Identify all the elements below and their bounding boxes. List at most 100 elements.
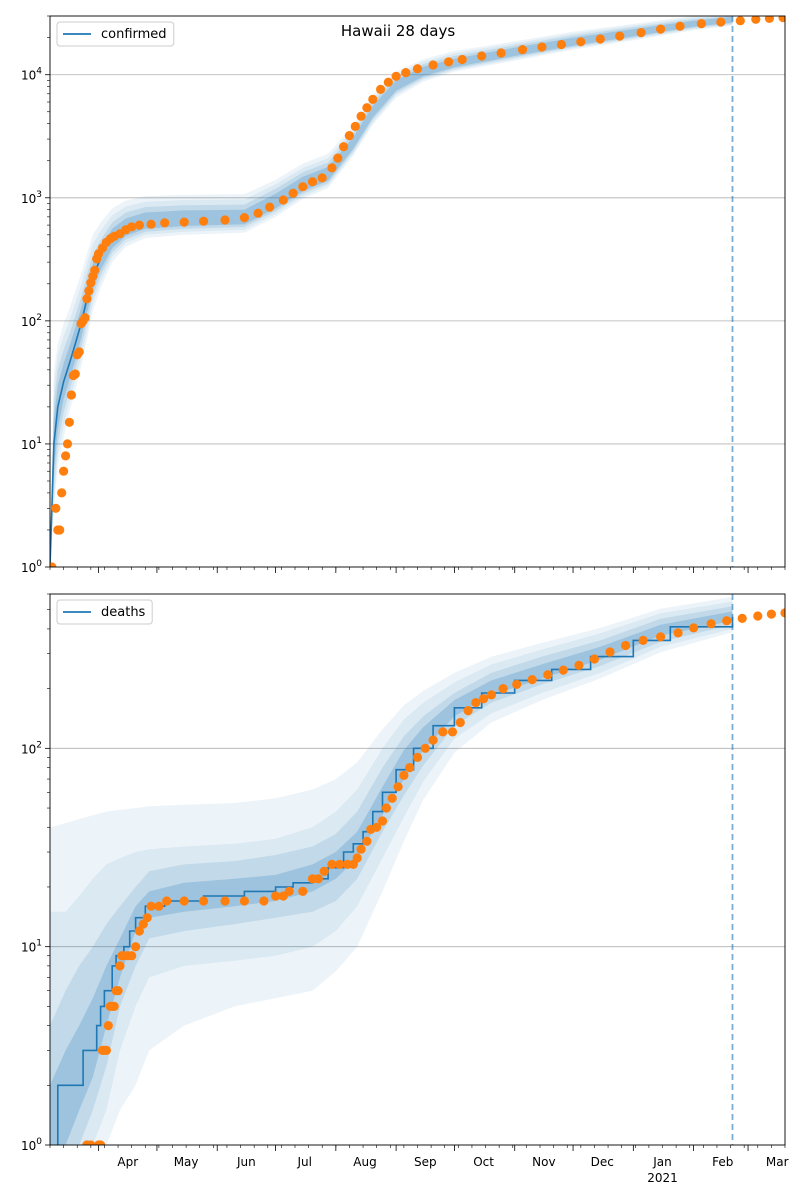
observed-point bbox=[253, 208, 263, 218]
observed-point bbox=[778, 16, 785, 23]
observed-point bbox=[412, 64, 423, 74]
observed-point bbox=[621, 640, 631, 651]
observed-point bbox=[527, 675, 537, 685]
observed-point bbox=[780, 608, 785, 618]
observed-point bbox=[362, 103, 372, 113]
observed-point bbox=[335, 859, 345, 870]
observed-point bbox=[405, 763, 415, 773]
observed-point bbox=[220, 215, 230, 225]
observed-point bbox=[57, 488, 67, 498]
observed-point bbox=[716, 17, 726, 27]
observed-point bbox=[239, 896, 249, 906]
observed-point bbox=[376, 84, 386, 94]
observed-point bbox=[401, 68, 411, 78]
observed-point bbox=[438, 727, 448, 737]
observed-point bbox=[127, 222, 137, 232]
observed-point bbox=[319, 866, 329, 876]
observed-point bbox=[498, 684, 508, 694]
observed-point bbox=[372, 822, 382, 832]
observed-point bbox=[656, 24, 666, 34]
observed-point bbox=[696, 19, 707, 29]
observed-point bbox=[737, 613, 747, 624]
x-tick-label: Jun bbox=[236, 1155, 256, 1169]
observed-point bbox=[327, 859, 337, 870]
observed-point bbox=[278, 195, 288, 205]
observed-point bbox=[199, 216, 209, 226]
observed-point bbox=[115, 961, 125, 971]
observed-point bbox=[558, 665, 568, 675]
observed-point bbox=[751, 16, 761, 24]
observed-point bbox=[377, 816, 388, 826]
observed-point bbox=[393, 782, 403, 792]
observed-point bbox=[109, 1001, 119, 1012]
observed-point bbox=[576, 37, 586, 47]
observed-point bbox=[113, 986, 123, 996]
observed-point bbox=[160, 218, 170, 228]
observed-point bbox=[317, 173, 327, 183]
legend-box bbox=[56, 599, 153, 625]
observed-point bbox=[259, 896, 269, 906]
observed-point bbox=[706, 619, 716, 629]
x-tick-label: Jul bbox=[296, 1155, 311, 1169]
observed-point bbox=[66, 390, 76, 400]
x-tick-label: Sep bbox=[414, 1155, 437, 1169]
observed-point bbox=[298, 886, 308, 897]
observed-point bbox=[339, 142, 349, 152]
x-tick-label: May bbox=[174, 1155, 199, 1169]
observed-point bbox=[636, 27, 646, 38]
observed-point bbox=[350, 121, 360, 131]
observed-point bbox=[486, 690, 496, 700]
observed-point bbox=[479, 694, 489, 704]
observed-point bbox=[86, 1140, 96, 1145]
observed-point bbox=[420, 743, 430, 753]
observed-point bbox=[61, 451, 71, 461]
observed-point bbox=[595, 34, 605, 44]
confidence-band bbox=[50, 596, 733, 1145]
observed-point bbox=[265, 202, 275, 212]
observed-point bbox=[615, 31, 625, 41]
observed-point bbox=[142, 913, 152, 923]
observed-point bbox=[271, 891, 281, 901]
observed-point bbox=[55, 525, 65, 535]
observed-point bbox=[103, 1021, 113, 1031]
legend-label: deaths bbox=[101, 605, 146, 620]
axes-frame bbox=[49, 593, 786, 1146]
legend: deaths bbox=[56, 599, 153, 625]
observed-point bbox=[131, 942, 141, 952]
observed-point bbox=[288, 188, 298, 198]
observed-point bbox=[447, 727, 458, 737]
x-tick-label: Jan bbox=[652, 1155, 672, 1169]
observed-point bbox=[391, 71, 401, 81]
observed-point bbox=[735, 16, 745, 26]
observed-point bbox=[574, 660, 584, 671]
x-tick-label: Apr bbox=[117, 1155, 138, 1169]
observed-point bbox=[368, 94, 378, 104]
observed-point bbox=[74, 347, 84, 357]
observed-point bbox=[675, 21, 685, 31]
observed-point bbox=[134, 220, 144, 230]
observed-point bbox=[605, 647, 615, 657]
observed-point bbox=[84, 286, 94, 296]
observed-point bbox=[383, 77, 393, 87]
observed-point bbox=[444, 57, 454, 67]
observed-point bbox=[399, 770, 409, 781]
observed-point bbox=[428, 60, 438, 70]
observed-point bbox=[50, 562, 57, 567]
confidence-band bbox=[50, 606, 733, 1145]
observed-point bbox=[179, 896, 189, 906]
observed-point bbox=[284, 886, 294, 897]
observed-point bbox=[82, 294, 92, 304]
observed-point bbox=[722, 616, 732, 626]
x-tick-label: Mar bbox=[766, 1155, 789, 1169]
observed-point bbox=[387, 793, 397, 803]
legend-box bbox=[56, 21, 175, 47]
x-tick-label: Nov bbox=[532, 1155, 555, 1169]
x-year-label: 2021 bbox=[647, 1171, 678, 1185]
observed-point bbox=[352, 853, 362, 863]
observed-point bbox=[146, 901, 156, 911]
observed-point bbox=[62, 439, 73, 449]
observed-point bbox=[333, 153, 343, 163]
observed-point bbox=[101, 1045, 111, 1055]
observed-point bbox=[51, 503, 61, 513]
